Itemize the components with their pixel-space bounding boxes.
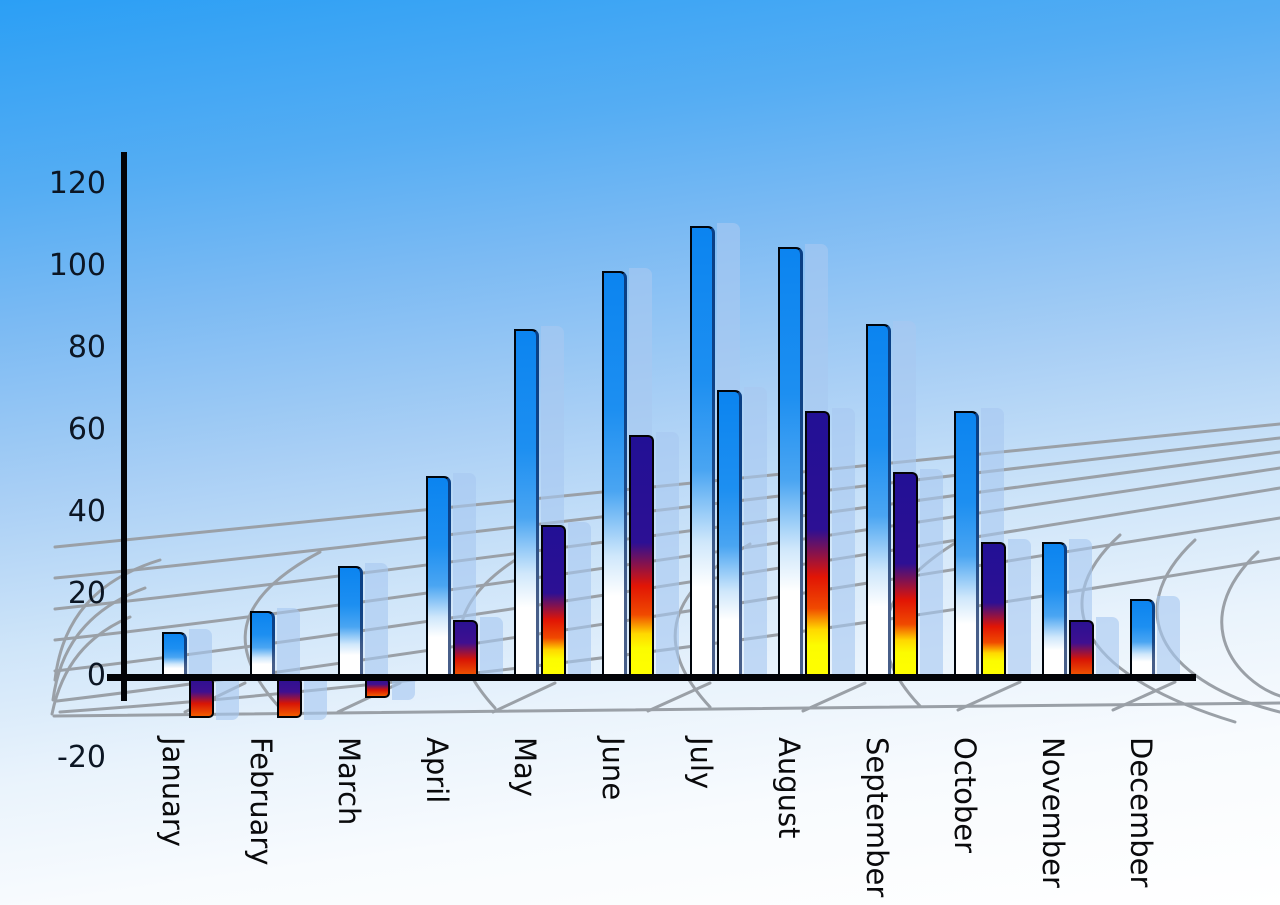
bar-april-secondary [453, 619, 478, 677]
bar-echo-july-secondary [744, 387, 767, 677]
x-axis-label-february: February [244, 737, 278, 866]
bar-echo-march-primary [365, 563, 388, 677]
bar-september-secondary [893, 472, 918, 677]
bar-february-primary [250, 611, 275, 677]
x-axis-label-january: January [156, 737, 190, 847]
x-axis-label-august: August [772, 737, 806, 839]
x-axis-label-may: May [508, 737, 542, 797]
bar-september-primary [866, 324, 891, 677]
bar-echo-june-secondary [656, 432, 679, 677]
bar-may-primary [514, 328, 539, 677]
bar-echo-january-primary [189, 628, 212, 677]
bar-echo-april-secondary [480, 616, 503, 677]
bar-june-primary [602, 271, 627, 677]
y-axis-tick-120: 120 [48, 166, 106, 201]
bar-august-primary [778, 246, 803, 677]
bar-echo-february-primary [277, 608, 300, 677]
y-axis-tick-20: 20 [67, 576, 106, 611]
bar-echo-august-secondary [832, 407, 855, 677]
bar-april-primary [426, 476, 451, 677]
bar-may-secondary [541, 525, 566, 677]
bar-echo-october-secondary [1008, 538, 1031, 677]
bar-november-secondary [1069, 619, 1094, 677]
y-axis-tick--20: -20 [57, 740, 106, 775]
x-axis-label-march: March [332, 737, 366, 826]
bar-october-secondary [981, 541, 1006, 677]
x-axis-label-june: June [596, 737, 630, 801]
bar-echo-september-secondary [920, 469, 943, 677]
bar-january-secondary [189, 677, 214, 718]
bar-echo-march-secondary [392, 681, 415, 700]
bar-echo-may-secondary [568, 522, 591, 677]
bar-echo-december-primary [1157, 596, 1180, 677]
bar-july-secondary [717, 390, 742, 677]
bar-october-primary [954, 410, 979, 677]
bar-december-primary [1130, 599, 1155, 677]
bar-march-primary [338, 566, 363, 677]
x-axis-line [107, 674, 1196, 681]
y-axis-tick-100: 100 [48, 248, 106, 283]
bar-echo-november-secondary [1096, 616, 1119, 677]
x-axis-label-april: April [420, 737, 454, 804]
y-axis-tick-80: 80 [67, 330, 106, 365]
bar-january-primary [162, 631, 187, 677]
y-axis-line [121, 152, 127, 701]
bar-echo-january-secondary [216, 681, 239, 720]
y-axis-tick-0: 0 [86, 658, 106, 693]
y-axis-tick-40: 40 [67, 494, 106, 529]
bar-august-secondary [805, 410, 830, 677]
x-axis-label-november: November [1036, 737, 1070, 888]
x-axis-label-october: October [948, 737, 982, 854]
bar-july-primary [690, 226, 715, 677]
x-axis-label-september: September [860, 737, 894, 898]
bar-february-secondary [277, 677, 302, 718]
bar-march-secondary [365, 677, 390, 698]
x-axis-label-july: July [684, 737, 718, 790]
y-axis-tick-60: 60 [67, 412, 106, 447]
bar-echo-february-secondary [304, 681, 327, 720]
bar-june-secondary [629, 435, 654, 677]
x-axis-label-december: December [1124, 737, 1158, 888]
bar-november-primary [1042, 541, 1067, 677]
